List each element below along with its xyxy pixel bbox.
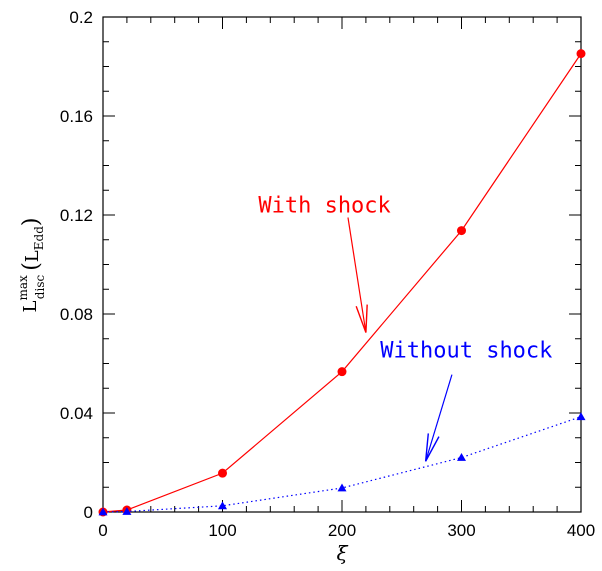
data-point xyxy=(337,483,347,492)
data-point xyxy=(576,412,586,421)
y-axis-title: Lmax disc(LEdd) xyxy=(16,218,47,313)
y-axis-title-unit-open: ( xyxy=(19,262,44,271)
x-tick-label: 0 xyxy=(98,521,107,540)
y-axis-title-sup: max xyxy=(16,275,30,301)
y-tick-labels: 0 0.04 0.08 0.12 0.16 0.2 xyxy=(60,8,93,522)
y-tick-label: 0.04 xyxy=(60,404,93,423)
y-axis-title-sub: disc xyxy=(33,275,47,300)
x-tick-label: 300 xyxy=(447,521,475,540)
axis-ticks xyxy=(102,16,582,513)
y-tick-label: 0.2 xyxy=(69,8,93,27)
data-point xyxy=(218,468,227,478)
data-point xyxy=(457,226,466,236)
data-point xyxy=(218,501,227,510)
y-tick-label: 0.16 xyxy=(60,107,93,126)
x-tick-label: 100 xyxy=(208,521,236,540)
annotation-arrow-head xyxy=(365,304,368,333)
plot-frame xyxy=(102,16,582,513)
y-tick-label: 0.12 xyxy=(60,206,93,225)
x-tick-labels: 0 100 200 300 400 xyxy=(98,521,595,540)
y-axis-title-unit-sub: Edd xyxy=(32,226,46,250)
x-axis-title: ξ xyxy=(336,541,348,565)
data-point xyxy=(98,507,108,516)
annotation-label: With shock xyxy=(258,194,390,219)
annotation-arrow-head xyxy=(425,436,440,462)
annotations: With shock Without shock xyxy=(258,194,552,462)
annotation-arrow-head xyxy=(424,433,429,462)
series-layer xyxy=(98,49,586,517)
data-point xyxy=(576,49,586,59)
annotation-arrow-shaft xyxy=(425,374,453,462)
x-tick-label: 200 xyxy=(328,521,356,540)
y-axis-title-unit-close: ) xyxy=(19,218,44,227)
y-axis-title-unit-main: L xyxy=(22,250,43,262)
annotation-arrow-shaft xyxy=(347,217,367,333)
data-point xyxy=(337,367,347,377)
x-tick-label: 400 xyxy=(567,521,595,540)
annotation-label: Without shock xyxy=(380,338,552,363)
y-tick-label: 0.08 xyxy=(60,305,93,324)
annotation-arrow-head xyxy=(355,306,367,333)
series-line xyxy=(102,53,582,513)
series-line xyxy=(102,416,582,513)
y-tick-label: 0 xyxy=(84,503,93,522)
data-point xyxy=(457,453,466,461)
y-axis-title-main: L xyxy=(20,300,41,312)
data-point xyxy=(122,507,132,515)
